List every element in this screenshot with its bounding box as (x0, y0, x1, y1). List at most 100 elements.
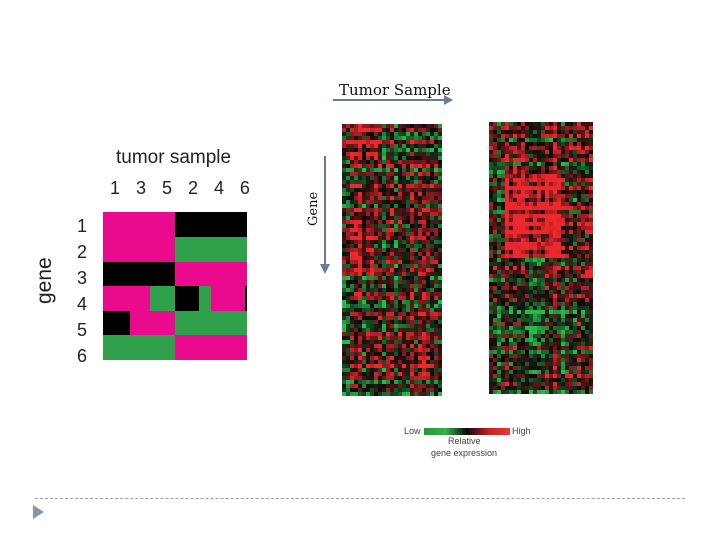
heatmap-cell (374, 280, 379, 285)
heatmap-cell (426, 180, 431, 185)
heatmap-cell (402, 332, 407, 337)
heatmap-cell (561, 282, 566, 287)
heatmap-cell (390, 152, 395, 157)
heatmap-cell (430, 336, 435, 341)
heatmap-cell (386, 312, 391, 317)
heatmap-cell (561, 170, 566, 175)
heatmap-cell (517, 262, 522, 267)
heatmap-cell (422, 292, 427, 297)
heatmap-cell (430, 252, 435, 257)
heatmap-cell (541, 298, 546, 303)
heatmap-cell (577, 274, 582, 279)
heatmap-cell (438, 324, 442, 329)
heatmap-cell (529, 286, 534, 291)
heatmap-cell (422, 256, 427, 261)
heatmap-cell (549, 130, 554, 135)
heatmap-cell (438, 392, 442, 396)
heatmap-cell (386, 268, 391, 273)
heatmap-cell (565, 378, 570, 383)
heatmap-cell (358, 328, 363, 333)
heatmap-cell (565, 202, 570, 207)
heatmap-cell (581, 294, 586, 299)
heatmap-cell (565, 326, 570, 331)
heatmap-cell (366, 372, 371, 377)
heatmap-cell (557, 294, 562, 299)
heatmap-cell (589, 154, 593, 159)
heatmap-cell (374, 156, 379, 161)
heatmap-cell (382, 184, 387, 189)
heatmap-cell (410, 124, 415, 129)
heatmap-cell (354, 224, 359, 229)
heatmap-cell (565, 158, 570, 163)
heatmap-cell (505, 286, 510, 291)
heatmap-cell (565, 194, 570, 199)
heatmap-cell (505, 174, 510, 179)
heatmap-cell (398, 124, 403, 129)
heatmap-cell (362, 336, 367, 341)
heatmap-cell (386, 136, 391, 141)
heatmap-cell (366, 184, 371, 189)
heatmap-cell (513, 130, 518, 135)
heatmap-cell (501, 222, 506, 227)
heatmap-cell (358, 176, 363, 181)
heatmap-cell (585, 182, 590, 187)
heatmap-cell (573, 354, 578, 359)
heatmap-cell (370, 324, 375, 329)
heatmap-cell (565, 226, 570, 231)
heatmap-cell (354, 320, 359, 325)
heatmap-cell (501, 242, 506, 247)
heatmap-cell (410, 356, 415, 361)
heatmap-cell (374, 256, 379, 261)
heatmap-cell (569, 374, 574, 379)
heatmap-cell (386, 248, 391, 253)
heatmap-cell (501, 350, 506, 355)
heatmap-cell (342, 392, 347, 396)
heatmap-cell (398, 380, 403, 385)
heatmap-cell (378, 220, 383, 225)
heatmap-cell (573, 246, 578, 251)
heatmap-cell (422, 328, 427, 333)
heatmap-cell (390, 312, 395, 317)
heatmap-cell (541, 190, 546, 195)
heatmap-cell (525, 254, 530, 259)
heatmap-cell (549, 218, 554, 223)
heatmap-cell (422, 372, 427, 377)
heatmap-cell (358, 304, 363, 309)
heatmap-cell (581, 354, 586, 359)
heatmap-cell (565, 294, 570, 299)
heatmap-cell (493, 274, 498, 279)
heatmap-cell (493, 370, 498, 375)
heatmap-cell (565, 138, 570, 143)
heatmap-cell (370, 284, 375, 289)
heatmap-cell (493, 330, 498, 335)
heatmap-cell (382, 240, 387, 245)
heatmap-cell (561, 242, 566, 247)
heatmap-cell (434, 296, 439, 301)
heatmap-cell (390, 228, 395, 233)
heatmap-cell (497, 386, 502, 391)
heatmap-cell (553, 334, 558, 339)
heatmap-cell (410, 184, 415, 189)
heatmap-cell (549, 162, 554, 167)
heatmap-cell (569, 158, 574, 163)
heatmap-cell (589, 134, 593, 139)
heatmap-cell (529, 342, 534, 347)
heatmap-cell (434, 204, 439, 209)
heatmap-cell (497, 178, 502, 183)
heatmap-cell (430, 308, 435, 313)
heatmap-cell (525, 278, 530, 283)
heatmap-cell (517, 278, 522, 283)
heatmap-cell (529, 302, 534, 307)
heatmap-cell (350, 136, 355, 141)
heatmap-cell (501, 218, 506, 223)
heatmap-cell (549, 378, 554, 383)
heatmap-cell (537, 298, 542, 303)
heatmap-cell (553, 378, 558, 383)
heatmap-cell (370, 276, 375, 281)
heatmap-cell (422, 224, 427, 229)
heatmap-cell (414, 164, 419, 169)
heatmap-cell (430, 360, 435, 365)
heatmap-cell (493, 346, 498, 351)
grid-block (175, 286, 199, 311)
heatmap-cell (430, 204, 435, 209)
